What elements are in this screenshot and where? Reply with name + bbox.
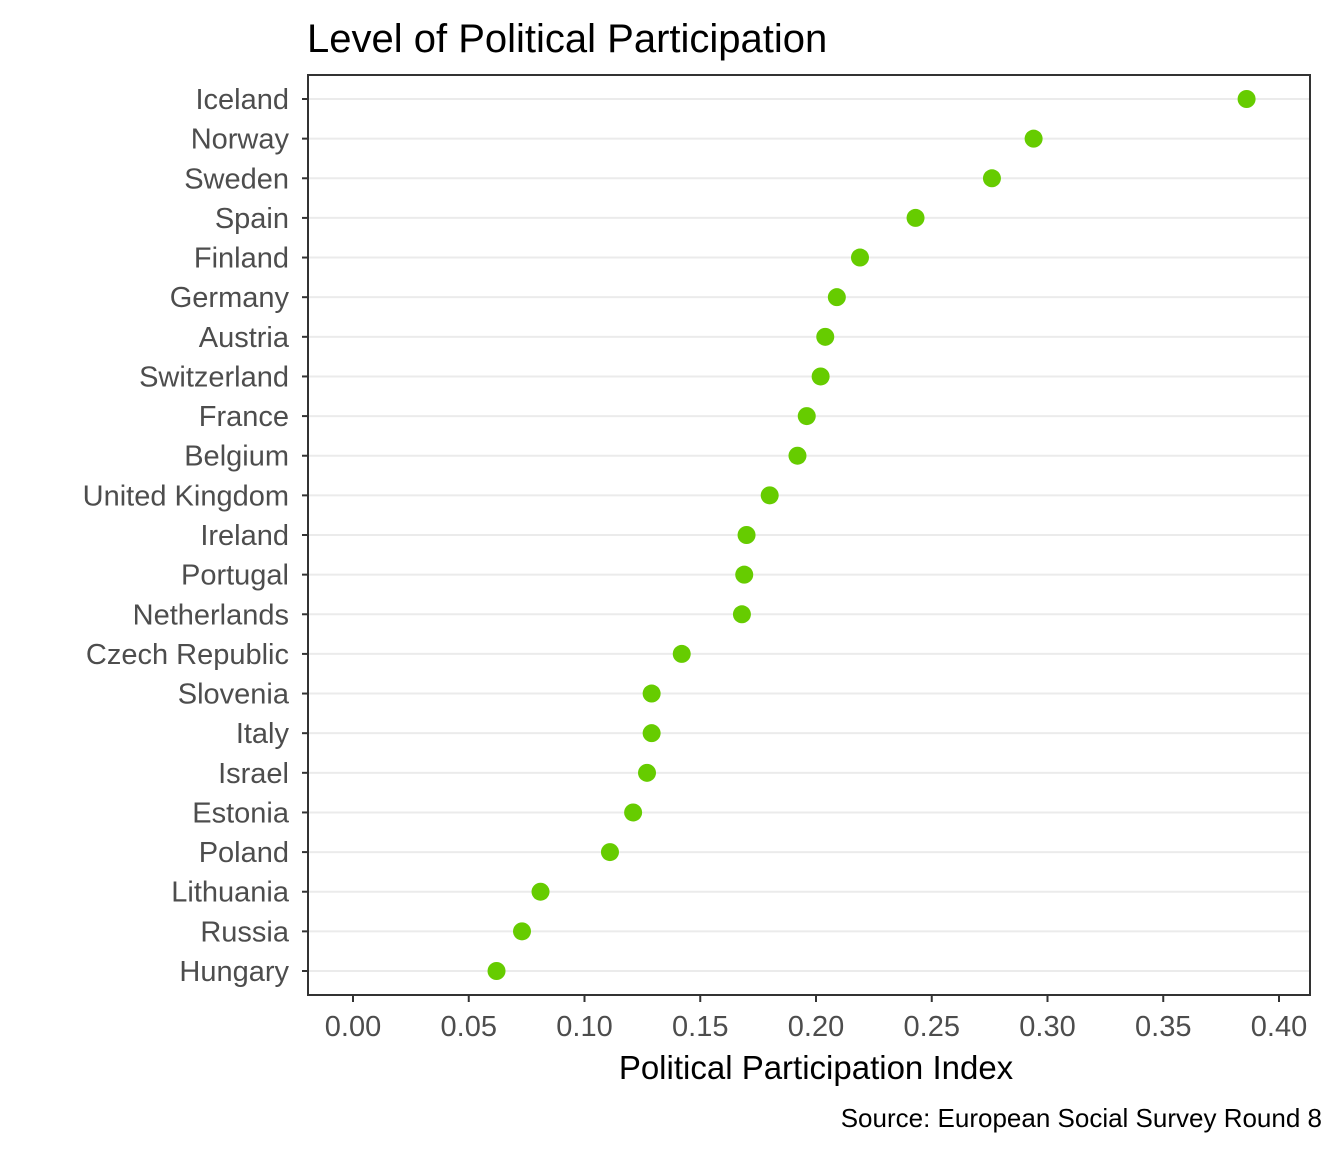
y-tick-label: Sweden xyxy=(184,163,289,195)
x-axis-title: Political Participation Index xyxy=(619,1049,1014,1086)
y-tick-label: Ireland xyxy=(200,520,289,552)
x-tick-label: 0.00 xyxy=(325,1011,381,1043)
data-point xyxy=(624,803,643,822)
x-axis: 0.00 0.05 0.10 0.15 0.20 0.25 0.30 0.35 0.40 xyxy=(325,995,1307,1043)
data-point xyxy=(982,169,1001,188)
data-point xyxy=(642,724,661,743)
data-point xyxy=(1024,129,1043,148)
y-tick-label: Czech Republic xyxy=(86,639,289,671)
data-point xyxy=(737,526,756,544)
y-tick-label: Russia xyxy=(200,916,290,948)
x-tick-label: 0.10 xyxy=(556,1011,612,1043)
chart-title: Level of Political Participation xyxy=(307,17,827,61)
y-tick-label: Germany xyxy=(170,282,290,314)
x-tick-label: 0.05 xyxy=(441,1011,497,1043)
x-tick-label: 0.35 xyxy=(1135,1011,1191,1043)
data-point xyxy=(732,605,751,624)
data-point xyxy=(760,486,779,505)
data-point xyxy=(638,763,657,782)
grid-lines xyxy=(308,98,1310,972)
y-tick-label: Italy xyxy=(236,718,290,750)
data-point xyxy=(827,288,846,307)
x-tick-label: 0.25 xyxy=(904,1011,960,1043)
data-point xyxy=(735,565,754,584)
y-tick-label: France xyxy=(199,401,289,433)
data-point xyxy=(797,407,816,426)
y-tick-label: United Kingdom xyxy=(83,480,289,512)
y-tick-label: Poland xyxy=(199,837,289,869)
data-point xyxy=(1237,90,1256,108)
y-tick-label: Lithuania xyxy=(171,877,290,909)
y-tick-label: Hungary xyxy=(179,956,289,988)
data-points xyxy=(487,90,1256,980)
data-point xyxy=(531,882,550,901)
y-tick-label: Austria xyxy=(199,322,290,354)
y-tick-label: Iceland xyxy=(195,84,289,116)
data-point xyxy=(487,962,506,980)
y-tick-label: Belgium xyxy=(184,441,289,473)
data-point xyxy=(906,208,925,227)
y-tick-label: Norway xyxy=(191,124,290,156)
y-tick-label: Spain xyxy=(215,203,289,235)
data-point xyxy=(788,446,807,465)
x-tick-label: 0.40 xyxy=(1251,1011,1307,1043)
source-caption: Source: European Social Survey Round 8 xyxy=(841,1103,1322,1133)
y-tick-label: Switzerland xyxy=(139,361,289,393)
data-point xyxy=(642,684,661,703)
y-tick-label: Israel xyxy=(218,758,289,790)
data-point xyxy=(512,922,531,941)
x-tick-label: 0.15 xyxy=(672,1011,728,1043)
y-tick-label: Slovenia xyxy=(178,679,290,711)
y-tick-label: Finland xyxy=(194,243,289,275)
x-tick-label: 0.30 xyxy=(1019,1011,1075,1043)
data-point xyxy=(850,248,869,267)
data-point xyxy=(811,367,830,386)
y-tick-label: Netherlands xyxy=(133,599,289,631)
y-axis: Iceland Norway Sweden Spain Finland Germany Au… xyxy=(83,84,308,988)
x-tick-label: 0.20 xyxy=(788,1011,844,1043)
y-tick-label: Estonia xyxy=(192,797,290,829)
data-point xyxy=(816,327,835,346)
data-point xyxy=(600,843,619,862)
data-point xyxy=(672,644,691,663)
y-tick-label: Portugal xyxy=(181,560,289,592)
